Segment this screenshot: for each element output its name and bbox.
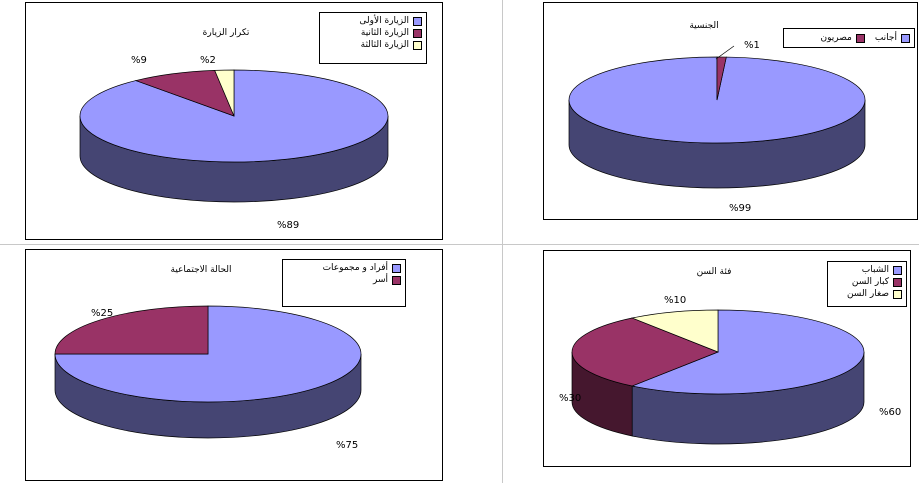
chart-panel-nationality: الجنسية %99 %1 أجانب مصريون [543,2,918,220]
chart-panel-visit-frequency: تكرار الزيارة %89 %9 %2 الزيارة الأولى الزيا… [25,2,443,240]
value-label-children: %10 [664,295,686,306]
value-label-first-visit: %89 [277,220,299,231]
legend-item: مصريون [820,32,865,44]
legend-label: أجانب [874,33,897,43]
chart-panel-age-group: فئة السن %60 %30 %10 الشباب كبار السن صغار ال… [543,250,911,467]
legend-swatch [392,263,401,273]
legend-item: صغار السن [832,288,902,300]
slice-families [54,305,209,355]
value-label-second-visit: %9 [131,55,147,66]
legend-swatch [893,277,902,287]
value-label-individuals-groups: %75 [336,440,358,451]
legend-swatch [413,40,422,50]
legend-item: أجانب [875,32,910,44]
legend-label: أسر [372,275,388,285]
legend-label: كبار السن [851,277,889,287]
legend-nationality: أجانب مصريون [783,28,915,48]
legend-swatch [901,33,910,43]
chart-panel-social-status: الحالة الاجتماعية %75 %25 أفراد و مجموعات أ… [25,249,443,481]
legend-label: الزيارة الأولى [359,16,409,26]
legend-label: أفراد و مجموعات [322,263,388,273]
value-label-foreigners: %99 [729,203,751,214]
legend-label: الزيارة الثانية [360,28,409,38]
legend-swatch [893,289,902,299]
pie-chart-social-status: الحالة الاجتماعية %75 %25 [54,265,362,451]
legend-swatch [855,33,865,43]
value-label-families: %25 [91,308,113,319]
leader-line-egyptians [715,45,735,60]
slice-second-visit [134,70,235,117]
chart-title: فئة السن [697,267,732,277]
legend-swatch [893,265,902,275]
slice-elderly [571,317,719,387]
slice-individuals-groups [54,305,362,403]
pie-chart-visit-frequency: تكرار الزيارة %89 %9 %2 [79,28,389,231]
legend-swatch [413,16,422,26]
legend-social-status: أفراد و مجموعات أسر [282,259,406,307]
grid-horizontal-divider [0,244,919,245]
slice-youth [630,309,865,395]
value-label-youth: %60 [879,407,901,418]
legend-swatch [392,275,401,285]
pie-sides [571,351,865,445]
legend-label: الشباب [861,265,889,275]
chart-title: الجنسية [689,21,718,31]
chart-title: الحالة الاجتماعية [171,265,232,275]
legend-item: الزيارة الثالثة [324,39,422,51]
legend-label: صغار السن [846,289,889,299]
legend-item: الشباب [832,264,902,276]
legend-item: أسر [287,274,401,286]
legend-swatch [413,28,422,38]
chart-title: تكرار الزيارة [203,28,250,38]
value-label-egyptians: %1 [744,40,760,51]
pie-chart-nationality: الجنسية %99 %1 [568,21,866,214]
slice-egyptians [716,56,727,101]
value-label-elderly: %30 [559,393,581,404]
legend-label: الزيارة الثالثة [360,40,409,50]
slice-third-visit [214,69,235,117]
legend-visit-frequency: الزيارة الأولى الزيارة الثانية الزيارة الث… [319,12,427,64]
legend-label: مصريون [820,33,852,43]
grid-vertical-divider [502,0,503,483]
legend-item: كبار السن [832,276,902,288]
legend-item: الزيارة الثانية [324,27,422,39]
value-label-third-visit: %2 [200,55,216,66]
legend-age-group: الشباب كبار السن صغار السن [827,261,907,307]
legend-item: الزيارة الأولى [324,15,422,27]
legend-item: أفراد و مجموعات [287,262,401,274]
pie-chart-age-group: فئة السن %60 %30 %10 [559,267,901,445]
slice-children [630,309,719,353]
